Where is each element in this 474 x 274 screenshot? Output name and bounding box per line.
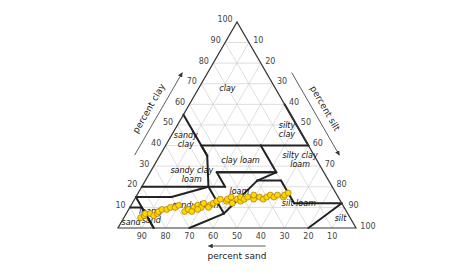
sample-point [195,206,201,212]
class-boundary [217,172,225,186]
chart: 10 20 30 40 50 60 70 80 90 100 10 20 30 40 50 60 70 80 90 1… [0,0,474,274]
soil-class-label: siltyclay [279,121,296,139]
sample-point [229,200,235,206]
triangle-frame [118,22,356,228]
clay-tick-label: 40 [151,139,161,148]
clay-tick-label: 50 [163,118,173,127]
soil-class-label-line: clay loam [221,156,260,165]
grid-line [178,125,238,228]
sample-point [245,194,251,200]
soil-class-label-line: loam [290,160,310,169]
soil-class-label-line: clay [178,140,195,149]
soil-class-label-line: clay [219,84,236,93]
class-boundary [189,214,224,228]
soil-class-label-line: sandy [174,131,198,140]
sample-point [176,202,182,208]
soil-class-label-line: silt [335,214,348,223]
sample-point [251,192,257,198]
soil-class-label: sandy clayloam [170,166,213,184]
class-boundary [217,171,276,173]
axis-label: percent clay [131,81,168,135]
soil-class-label: sandyclay [174,131,198,149]
soil-class-label-line: loam [182,175,202,184]
sand-tick-label: 40 [256,232,266,241]
labels: 10 20 30 40 50 60 70 80 90 100 10 20 30 40 50 60 70 80 90 1… [115,15,375,261]
sand-tick-label: 90 [137,232,147,241]
sand-tick-label: 60 [208,232,218,241]
sand-tick-label: 50 [232,232,242,241]
class-boundary [257,180,281,182]
soil-class-label: clay loam [221,156,260,165]
clay-tick-label: 60 [175,98,185,107]
clay-tick-label: 10 [115,201,125,210]
clay-tick-label: 80 [199,57,209,66]
grid-line [142,42,249,228]
grid-line [225,42,332,228]
class-boundary [261,146,276,173]
sample-point [228,194,234,200]
sample-point [189,209,195,215]
silt-tick-label: 90 [348,201,358,210]
sample-point [274,192,280,198]
soil-class-label: silt loam [282,199,316,208]
silt-tick-label: 70 [325,160,335,169]
soil-class-label: clay [219,84,236,93]
sample-point [201,200,207,206]
silt-tick-label: 80 [337,180,347,189]
silt-tick-label: 100 [360,222,375,231]
sample-point [285,190,291,196]
soil-class-label-line: silt loam [282,199,316,208]
class-boundary [201,145,260,147]
sand-tick-label: 80 [161,232,171,241]
boundaries [130,104,342,228]
sand-tick-label: 30 [280,232,290,241]
sample-point [205,204,211,210]
grid-line [201,84,284,228]
sand-arrow [208,246,265,247]
class-boundary [261,145,309,147]
class-boundary [142,186,209,188]
silt-tick-label: 20 [265,57,275,66]
soil-class-label: silty clayloam [282,151,318,169]
grid [130,22,356,228]
silt-tick-label: 30 [277,77,287,86]
grid-line [237,125,297,228]
silt-tick-label: 60 [313,139,323,148]
clay-tick-label: 70 [187,77,197,86]
soil-class-label-line: clay [279,130,296,139]
class-boundary [172,187,209,197]
class-boundary [257,172,276,180]
soil-class-label-line: sandy clay [170,166,213,175]
class-boundary [136,196,172,198]
axis-label: percent sand [208,251,267,261]
soil-class-label: silt [335,214,348,223]
samples [138,190,292,221]
sand-tick-label: 10 [327,232,337,241]
class-boundary [217,171,276,173]
axis-label: percent silt [308,84,342,133]
class-boundary [201,146,207,156]
clay-tick-label: 100 [217,15,232,24]
silt-tick-label: 10 [253,36,263,45]
grid-line [166,63,261,228]
class-boundary [208,186,225,188]
grid-line [189,84,272,228]
grid-line [225,42,249,43]
grid-line [201,83,272,84]
class-boundary [224,181,257,214]
silt-tick-label: 50 [301,118,311,127]
sand-tick-label: 70 [184,232,194,241]
clay-tick-label: 20 [127,180,137,189]
sample-point [217,196,223,202]
soil-class-label-line: silty [279,121,296,130]
silt-tick-label: 40 [289,98,299,107]
clay-tick-label: 90 [211,36,221,45]
clay-tick-label: 30 [139,160,149,169]
sand-tick-label: 20 [303,232,313,241]
